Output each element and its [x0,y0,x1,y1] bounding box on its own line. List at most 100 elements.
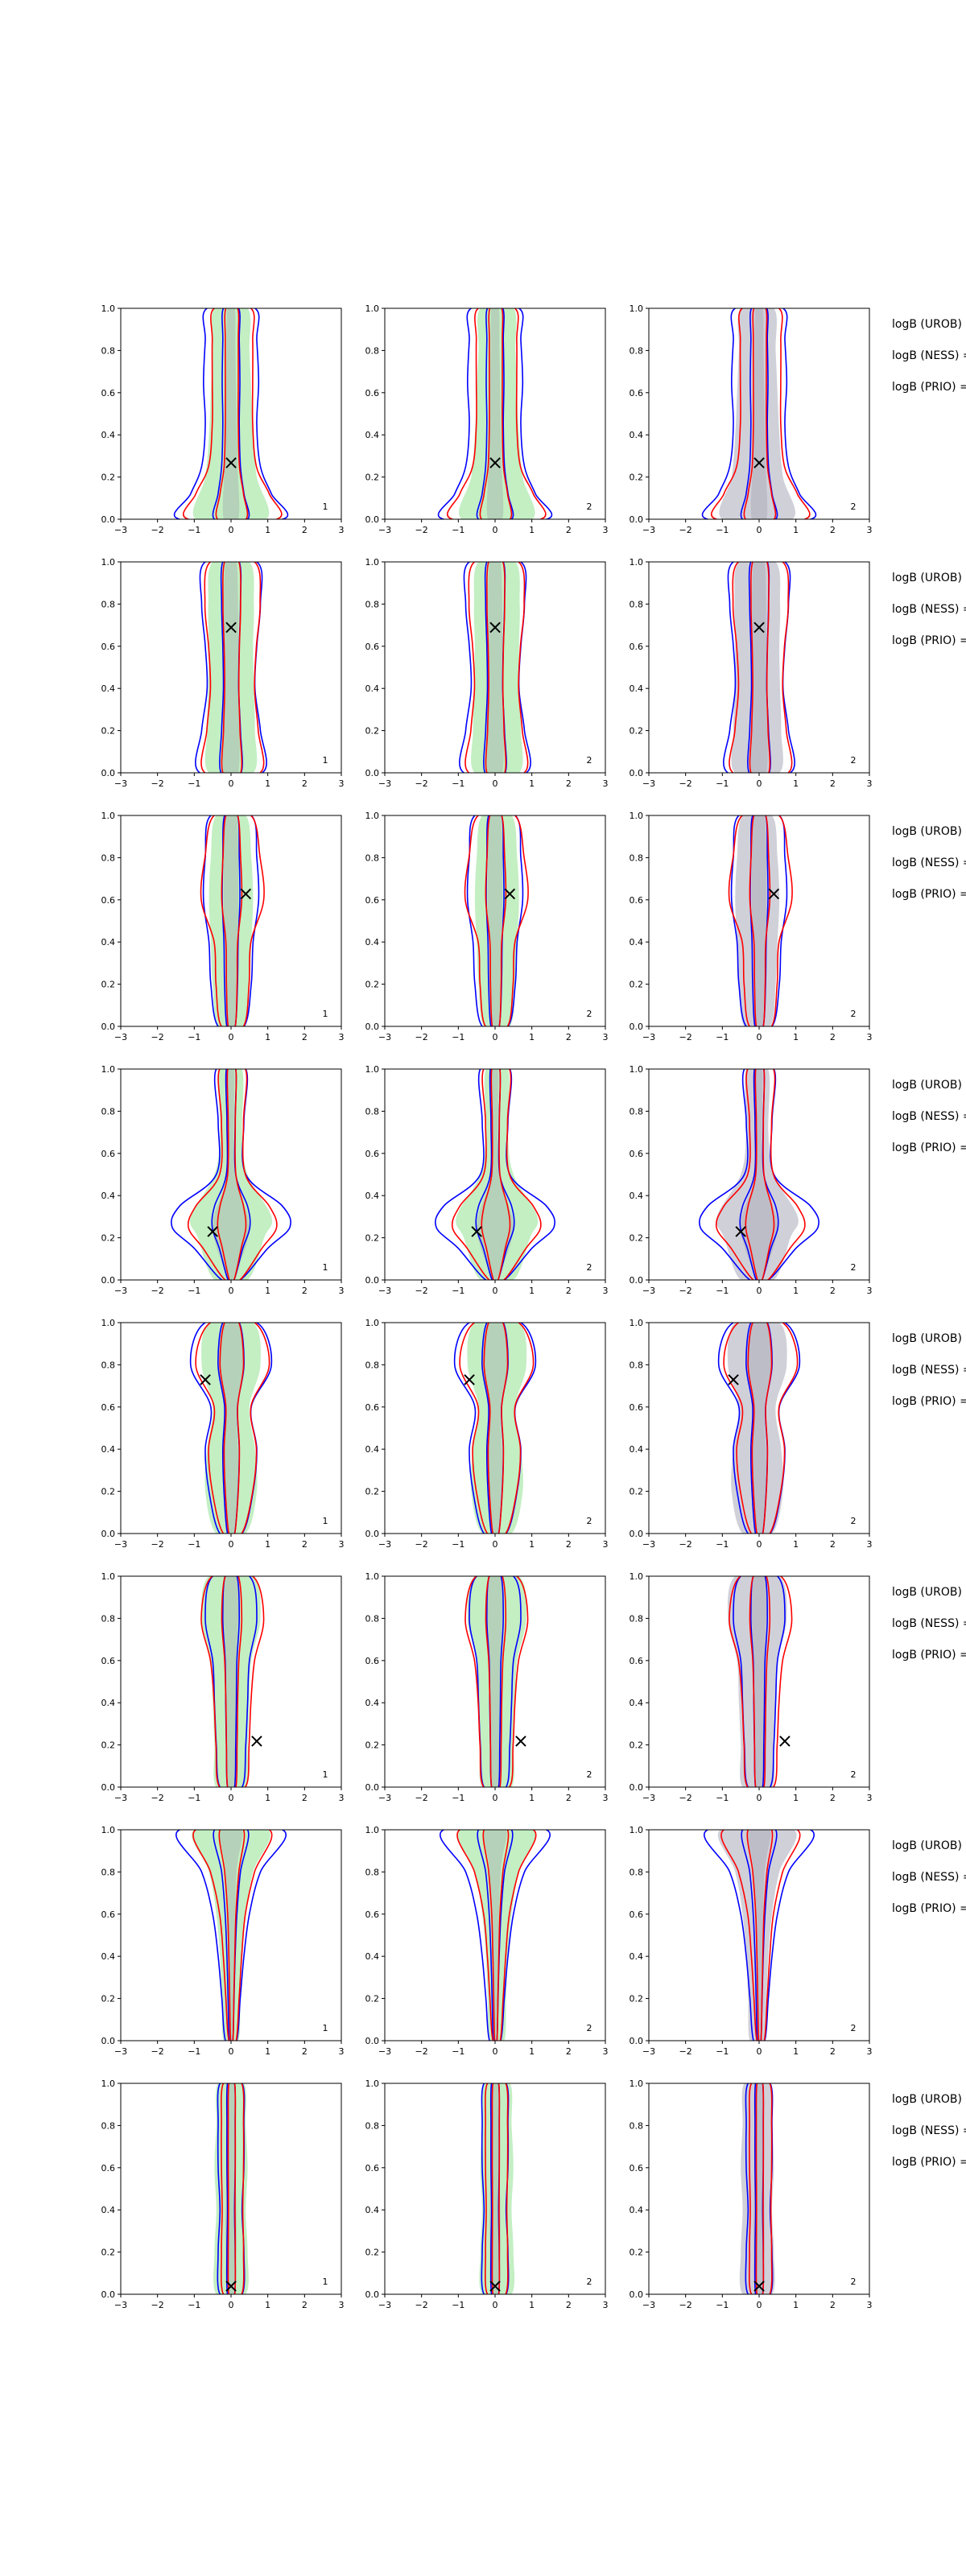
y-tick-label: 0.6 [630,1656,644,1666]
contour-red-outer [451,1069,542,1280]
contour-blue-outer [434,1069,556,1280]
x-tick-label: −1 [716,1793,729,1803]
y-tick-label: 1.0 [630,1571,644,1582]
y-tick-label: 1.0 [630,1318,644,1328]
y-tick-label: 0.2 [630,473,644,483]
contour-blue-outer [698,1069,820,1280]
y-tick-label: 0.0 [630,1529,644,1539]
x-tick-label: −2 [679,1793,692,1803]
x-tick-label: 3 [603,1539,609,1550]
panel-corner-label: 1 [323,1262,328,1273]
panel-plot-area [459,562,531,773]
panel-r7-c3: −3 −2 −1 0 1 2 3 0.0 0.2 0.4 0.6 0.8 1.0 2 [630,1825,873,2057]
y-tick-label: 0.4 [365,937,380,947]
contour-red-outer [183,308,283,519]
contour-red-outer [187,1069,278,1280]
logb-label: logB (UROB) = [892,1079,966,1092]
y-tick-label: 1.0 [365,2079,380,2089]
y-tick-label: 0.2 [101,726,116,737]
x-tick-label: 3 [867,1032,873,1042]
y-tick-label: 0.0 [630,1022,644,1032]
panel-r3-c1: × −3 −2 −1 0 1 2 3 0.0 0.2 0.4 0.6 0.8 1.0 1 [101,811,345,1042]
true-value-marker: × [223,451,239,473]
x-tick-label: −3 [114,1793,127,1803]
y-tick-label: 0.6 [630,1909,644,1920]
x-tick-label: 1 [793,1793,799,1803]
y-tick-label: 0.2 [630,1740,644,1751]
x-tick-label: −3 [114,778,127,789]
true-value-marker: × [751,616,767,638]
y-tick-label: 0.8 [365,2120,380,2131]
panel-plot-area [175,1830,287,2041]
panel-corner-label: 1 [323,502,328,512]
logb-label: logB (NESS) = [892,1617,966,1630]
density-fill [192,1830,270,2041]
y-tick-label: 0.8 [101,1360,116,1370]
panel-plot-area [704,1830,815,2041]
x-tick-label: −2 [151,1032,164,1042]
panel-corner-label: 1 [323,2277,328,2287]
contour-blue-inner [740,308,778,519]
contour-red-outer [200,1576,265,1787]
logb-label: logB (PRIO) = [892,1395,966,1408]
true-value-marker: × [751,2275,767,2297]
x-tick-label: 1 [529,1793,535,1803]
logb-label: logB (UROB) = [892,1586,966,1599]
x-tick-label: 2 [830,525,836,535]
panel-plot-area [728,815,793,1026]
y-tick-label: 0.6 [630,895,644,906]
contour-red-inner [483,1323,509,1534]
density-fill [213,2083,249,2294]
x-tick-label: 3 [867,1286,873,1296]
x-tick-label: 1 [265,2046,270,2057]
y-tick-label: 0.2 [365,2248,380,2258]
y-tick-label: 1.0 [630,2079,644,2089]
y-tick-label: 0.8 [630,599,644,609]
density-core [750,308,768,519]
x-tick-label: 1 [529,1032,535,1042]
density-core [487,1576,503,1787]
true-value-marker: × [237,882,254,905]
panel-r5-c3: × −3 −2 −1 0 1 2 3 0.0 0.2 0.4 0.6 0.8 1.0 2 [630,1318,873,1550]
x-tick-label: 3 [867,525,873,535]
x-tick-label: 2 [830,1032,836,1042]
x-tick-label: 3 [867,2046,873,2057]
x-tick-label: 3 [603,1032,609,1042]
contour-red-inner [482,1830,510,2041]
x-tick-label: 3 [339,2046,345,2057]
panel-corner-label: 2 [851,1769,857,1780]
y-tick-label: 0.2 [630,1994,644,2004]
panel-corner-label: 2 [587,1262,592,1273]
y-tick-label: 1.0 [101,1825,116,1835]
x-tick-label: −1 [188,2300,200,2310]
x-tick-label: −3 [378,525,391,535]
density-core [741,1069,778,1280]
y-tick-label: 0.2 [630,2248,644,2258]
contour-blue-inner [212,308,250,519]
panel-plot-area [195,562,267,773]
x-tick-label: 3 [339,1286,345,1296]
x-tick-label: 3 [603,778,609,789]
y-tick-label: 0.2 [365,726,380,737]
x-tick-label: −3 [114,1539,127,1550]
x-tick-label: 1 [265,778,270,789]
x-tick-label: −2 [679,1286,692,1296]
panel-r7-c1: −3 −2 −1 0 1 2 3 0.0 0.2 0.4 0.6 0.8 1.0 1 [101,1825,345,2057]
logb-label: logB (PRIO) = [892,1902,966,1915]
y-tick-label: 0.2 [365,473,380,483]
x-tick-label: 0 [493,525,498,535]
y-tick-label: 0.4 [630,2205,644,2215]
y-tick-label: 0.0 [365,2289,380,2300]
x-tick-label: 3 [603,2300,609,2310]
x-tick-label: −3 [378,1286,391,1296]
contour-red-outer [748,2083,773,2294]
true-value-marker: × [461,1368,477,1391]
panel-corner-label: 2 [587,2277,592,2287]
density-core [477,1069,514,1280]
x-tick-label: −1 [452,778,464,789]
x-tick-label: −1 [716,1539,729,1550]
density-fill [479,2083,515,2294]
x-tick-label: 3 [867,778,873,789]
x-tick-label: 1 [265,1032,270,1042]
contour-red-inner [491,2083,501,2294]
